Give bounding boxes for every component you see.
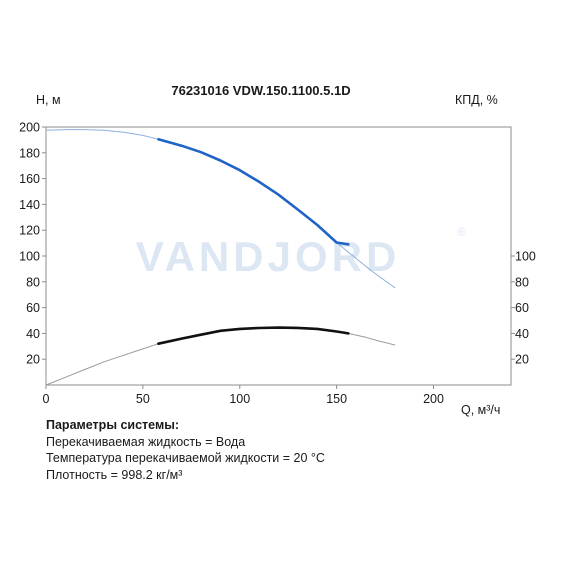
x-ticks: 0 50 100 150 200 [43,385,444,406]
y2-ticks: 20 40 60 80 100 [511,250,536,367]
y2-tick-label: 20 [515,353,529,367]
y2-tick-label: 40 [515,327,529,341]
watermark-text: VANDJORD [136,233,401,280]
head-operating-curve [157,138,350,246]
y-ticks: 20 40 60 80 100 120 140 160 180 200 [19,121,46,367]
efficiency-full-curve [45,327,396,386]
y-tick-label: 60 [26,301,40,315]
y-tick-label: 140 [19,198,40,212]
x-tick-label: 150 [326,392,347,406]
y2-axis-label: КПД, % [455,93,498,107]
y-tick-label: 160 [19,172,40,186]
efficiency-operating-curve [157,326,350,346]
x-tick-label: 0 [43,392,50,406]
x-tick-label: 100 [229,392,250,406]
y-tick-label: 180 [19,146,40,160]
series-layer [45,129,396,386]
param-density: Плотность = 998.2 кг/м³ [46,467,183,482]
x-axis-label: Q, м³/ч [461,403,500,417]
y-tick-label: 120 [19,224,40,238]
x-tick-label: 50 [136,392,150,406]
y-axis-label: H, м [36,93,61,107]
param-fluid: Перекачиваемая жидкость = Вода [46,434,246,449]
chart-title: 76231016 VDW.150.1100.5.1D [171,83,350,98]
system-parameters: Параметры системы: Перекачиваемая жидкос… [46,417,325,483]
param-temperature: Температура перекачиваемой жидкости = 20… [46,451,325,465]
watermark: VANDJORD ® [136,225,466,280]
watermark-registered-mark: ® [457,225,466,239]
y-tick-label: 100 [19,250,40,264]
y-tick-label: 20 [26,353,40,367]
y2-tick-label: 80 [515,275,529,289]
y2-tick-label: 100 [515,250,536,264]
y-tick-label: 40 [26,327,40,341]
y-tick-label: 80 [26,275,40,289]
system-parameters-heading: Параметры системы: [46,418,180,432]
x-tick-label: 200 [423,392,444,406]
y2-tick-label: 60 [515,301,529,315]
y-tick-label: 200 [19,121,40,135]
